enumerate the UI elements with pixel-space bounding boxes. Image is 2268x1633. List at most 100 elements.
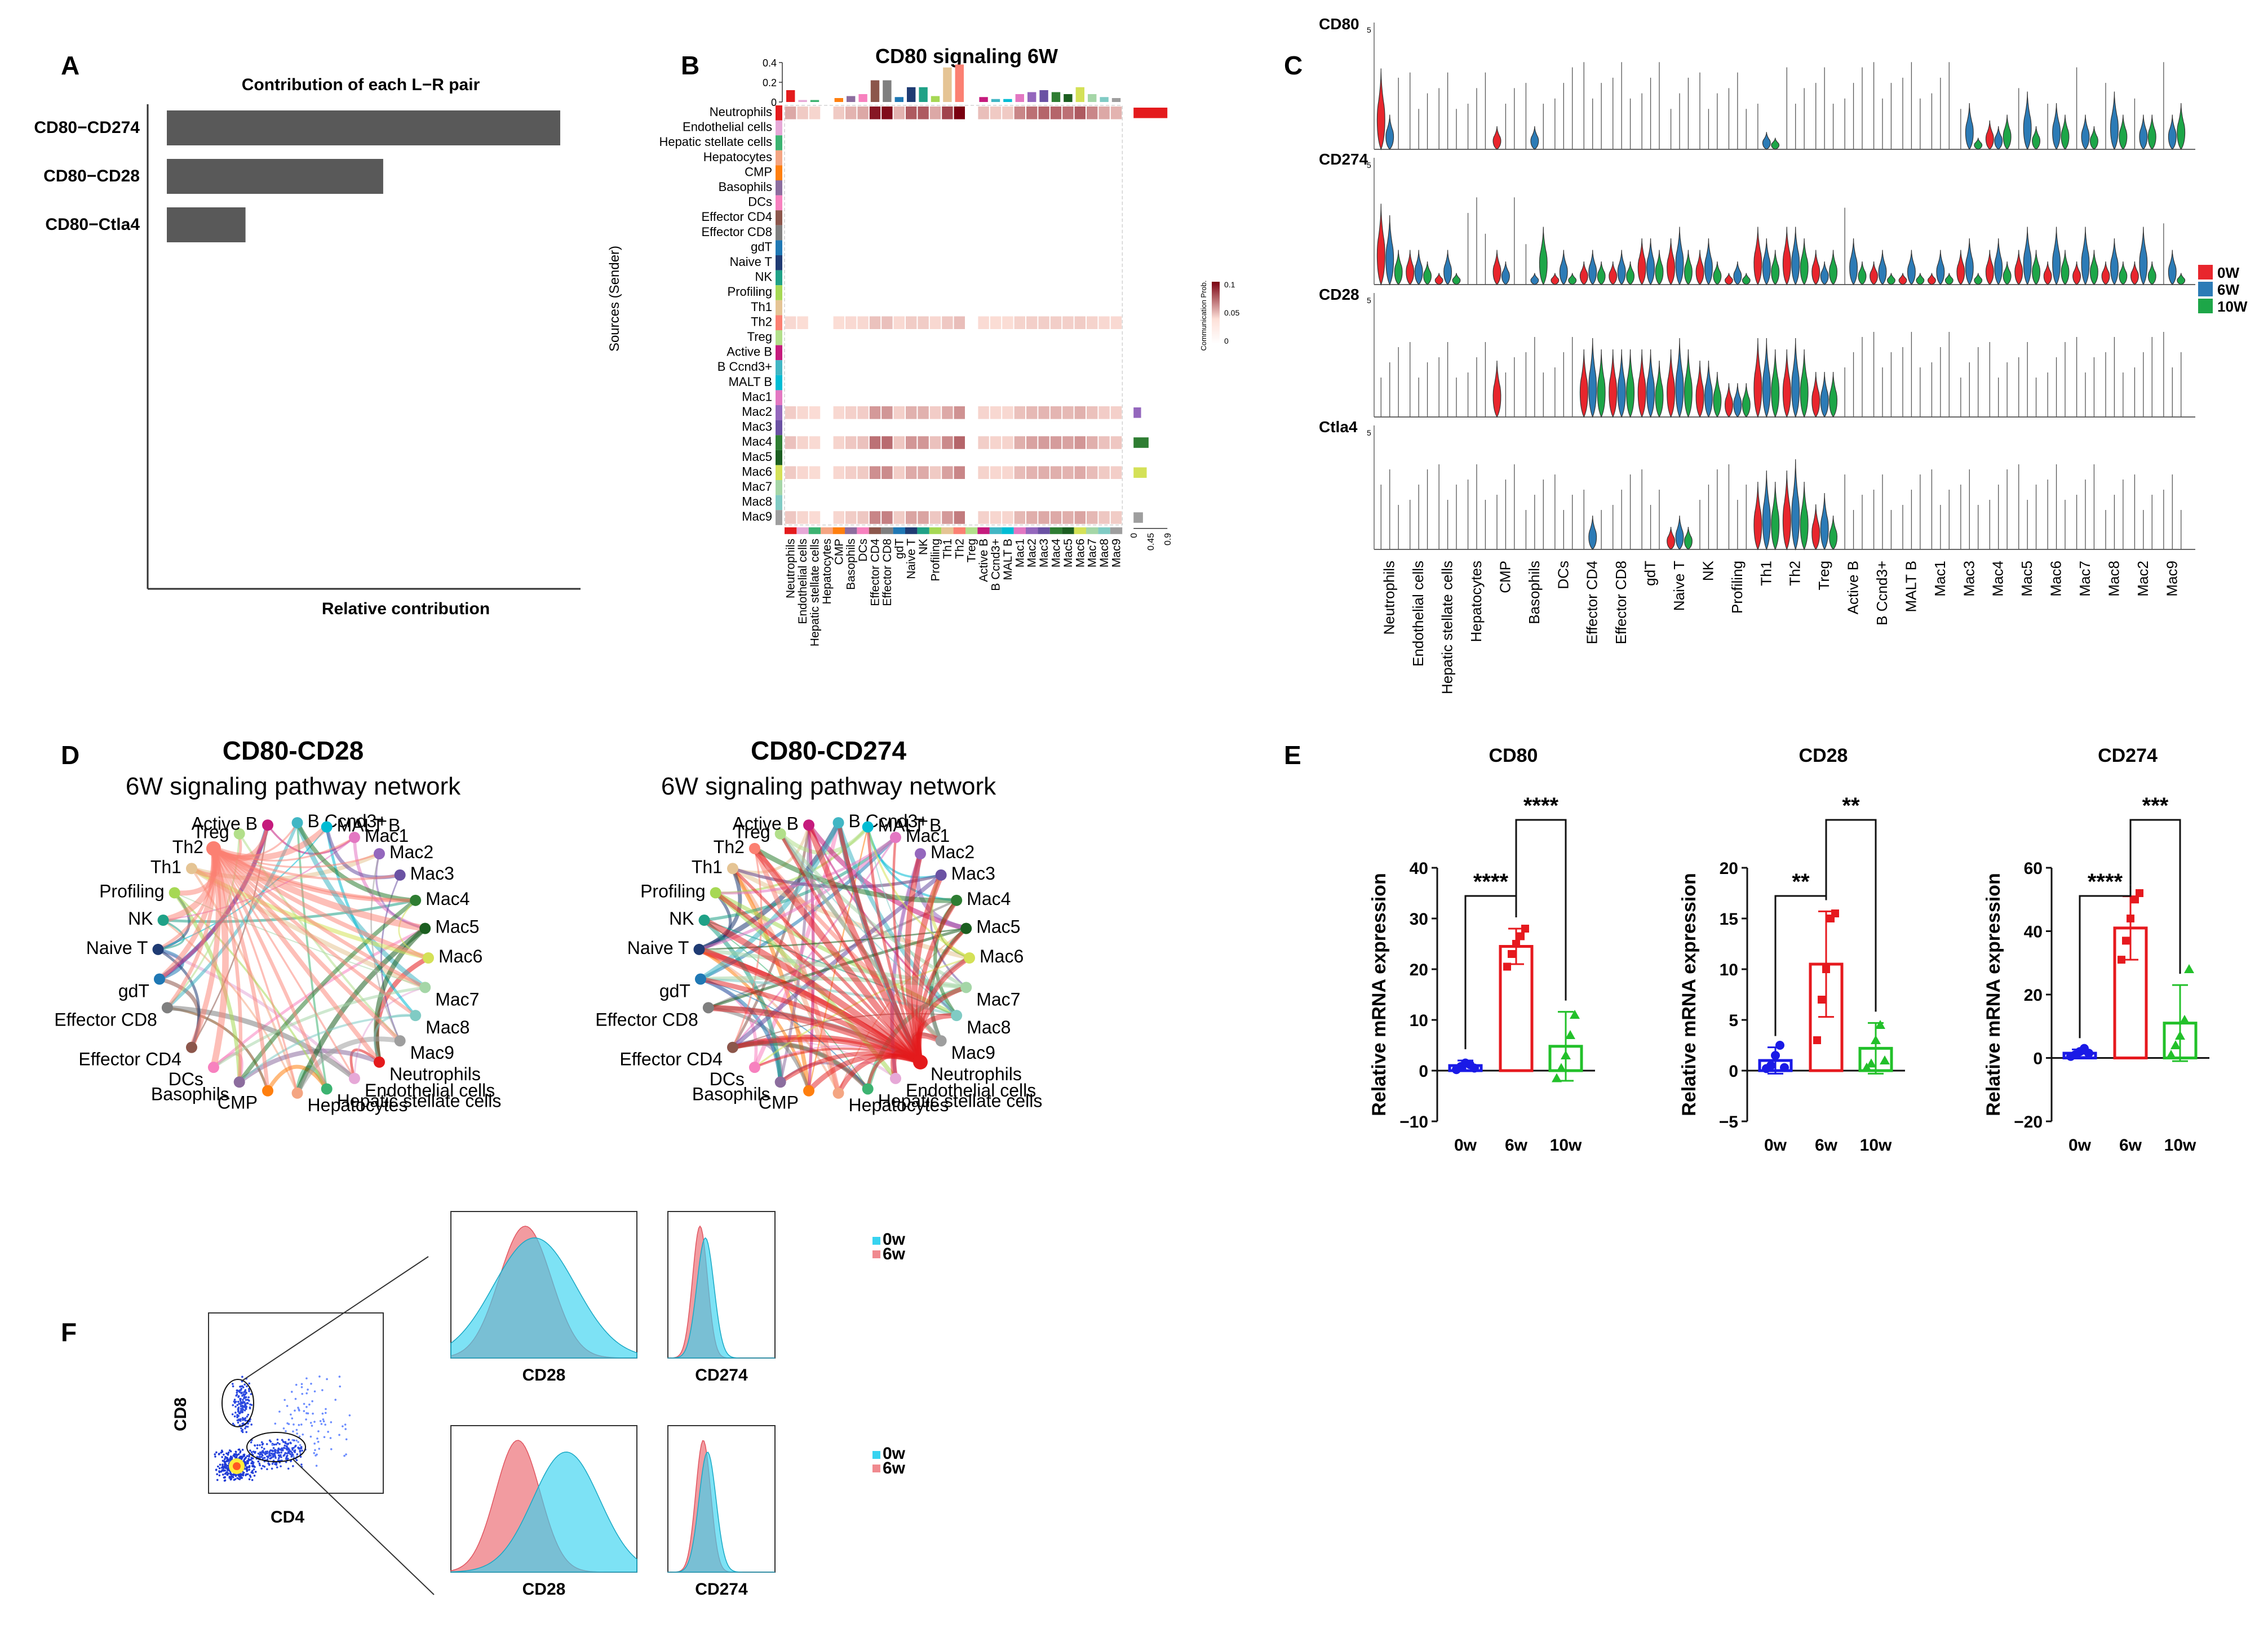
panel-b-row-color <box>776 330 782 345</box>
panel-b-row-color <box>776 270 782 286</box>
panel-b-side-bar <box>1133 108 1168 118</box>
panel-d-node-label: Endothelial cells <box>906 1080 1036 1100</box>
panel-e-category-label: 0w <box>1764 1136 1787 1155</box>
panel-f-dot <box>280 1465 282 1467</box>
panel-d-node-label: Endothelial cells <box>365 1080 495 1100</box>
panel-c-violin <box>1617 349 1626 418</box>
panel-f-dot <box>241 1402 244 1404</box>
panel-d-edge <box>265 1064 329 1092</box>
panel-f-dot <box>241 1457 243 1460</box>
panel-f-dot <box>299 1449 302 1452</box>
panel-f-dot <box>246 1415 249 1418</box>
panel-d-edge <box>267 824 356 855</box>
panel-b-top-bar <box>1088 94 1097 102</box>
panel-c-violin <box>2052 103 2061 150</box>
panel-c-violin <box>1944 273 1954 285</box>
panel-c-violin <box>1820 492 1829 551</box>
panel-f-dot <box>237 1418 240 1421</box>
panel-f-dot <box>293 1423 295 1426</box>
panel-e-sig-bracket <box>1774 895 1827 1036</box>
panel-f-dot <box>246 1399 249 1401</box>
panel-f-dot <box>315 1465 318 1467</box>
panel-f-dot <box>249 1420 251 1422</box>
panel-f-hist-label: CD28 <box>522 1366 566 1384</box>
panel-f-dot <box>287 1439 290 1441</box>
panel-f-dot <box>300 1446 303 1448</box>
panel-f-dot <box>223 1461 226 1463</box>
panel-b-col-label: DCs <box>857 539 870 562</box>
panel-b-top-bar <box>955 64 964 102</box>
panel-f-dot <box>242 1399 244 1401</box>
panel-f-dot <box>322 1418 325 1421</box>
panel-f-dot <box>220 1470 223 1473</box>
panel-d-hub-edge <box>211 845 426 932</box>
panel-f-dot <box>245 1474 247 1476</box>
panel-c-violin <box>1588 515 1597 550</box>
panel-f-dot <box>251 1465 254 1467</box>
panel-f-dot <box>236 1391 238 1394</box>
panel-b-heat-cell <box>990 316 1002 329</box>
panel-d-node <box>291 817 303 829</box>
panel-f-dot <box>290 1460 292 1462</box>
panel-d-node-label: Mac1 <box>365 826 409 846</box>
panel-d-node <box>914 848 926 860</box>
panel-b-row-label: Mac9 <box>742 509 772 523</box>
panel-b-heat-cell <box>881 316 893 329</box>
panel-b-heat-cell <box>978 406 989 419</box>
panel-c-category-label: Neutrophils <box>1381 561 1398 635</box>
panel-f-dot <box>314 1454 317 1457</box>
panel-f-dot <box>320 1423 323 1425</box>
panel-d-node <box>748 842 760 854</box>
panel-e-point <box>2166 1049 2176 1059</box>
panel-e-point <box>1822 965 1830 973</box>
panel-letter-d: D <box>61 740 79 770</box>
panel-d-node-label: Naive T <box>86 938 148 958</box>
panel-f-dot <box>272 1456 274 1458</box>
panel-d-hub-edge <box>836 822 923 1063</box>
panel-b-heat-cell <box>1074 106 1086 119</box>
panel-b-side-bar <box>1133 407 1141 418</box>
panel-f-legend-swatch-0w <box>872 1237 880 1245</box>
panel-f-dot <box>241 1423 244 1425</box>
panel-d-hub-edge <box>211 847 270 1091</box>
panel-c-violin <box>1713 371 1722 418</box>
panel-e-point <box>1780 1063 1789 1072</box>
panel-f-hist-label: CD274 <box>695 1580 748 1599</box>
panel-f-dot <box>274 1463 276 1466</box>
panel-f-dot <box>239 1412 241 1414</box>
panel-b-legend-tick: 0.05 <box>1224 308 1239 317</box>
panel-f-dot <box>247 1462 249 1465</box>
panel-c-violin <box>1588 338 1597 418</box>
panel-b-heat-cell <box>1087 316 1098 329</box>
panel-d-node-label: Th2 <box>172 837 203 857</box>
panel-b-heat-cell <box>990 436 1002 449</box>
panel-b-heat-cell <box>1087 466 1098 479</box>
panel-f-dot <box>249 1407 251 1410</box>
panel-f-dot <box>245 1456 247 1459</box>
panel-f-dot <box>329 1437 332 1439</box>
panel-f-dot <box>303 1403 305 1405</box>
panel-c-violin <box>1588 250 1597 285</box>
panel-e: CD80 Relative mRNA expression −10 0 10 20 30 40… <box>1368 745 2209 1155</box>
panel-b-row-color <box>776 480 782 495</box>
panel-c-category-label: Profiling <box>1729 561 1746 614</box>
panel-f-dot <box>229 1456 232 1458</box>
panel-f-dot <box>269 1440 272 1443</box>
panel-b-row-color <box>776 240 782 255</box>
panel-d-node-label: Active B <box>192 813 258 833</box>
panel-b-top-tick-label: 0 <box>771 97 777 108</box>
panel-d-node-label: Mac8 <box>426 1017 469 1037</box>
panel-f-dot <box>280 1456 282 1458</box>
panel-b-col-label: MALT B <box>1002 539 1015 580</box>
panel-c-category-label: Mac7 <box>2076 561 2093 597</box>
panel-d-node-label: Hepatocytes <box>308 1095 408 1115</box>
panel-c-violin <box>1376 203 1385 286</box>
panel-f-dot <box>271 1462 274 1465</box>
panel-f-dot <box>221 1456 223 1458</box>
panel-c-violin <box>1492 250 1501 285</box>
panel-f-dot <box>231 1383 234 1385</box>
panel-b-heat-cell <box>1038 106 1049 119</box>
panel-d-edge <box>779 826 870 855</box>
panel-f-dot <box>262 1449 264 1452</box>
